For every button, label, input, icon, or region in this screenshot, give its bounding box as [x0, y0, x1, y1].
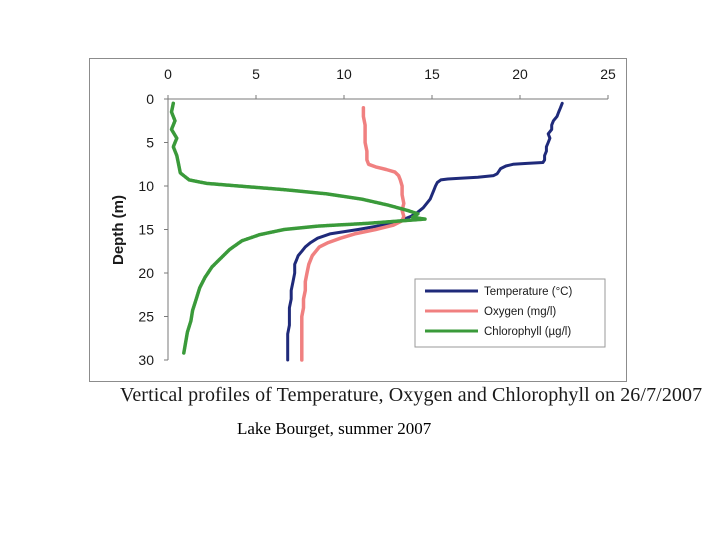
- series-line-3: [169, 101, 427, 355]
- y-tick-label: 25: [138, 309, 154, 325]
- y-axis-title: Depth (m): [110, 195, 127, 265]
- x-tick-label: 0: [164, 66, 172, 82]
- x-tick-label: 15: [424, 66, 440, 82]
- chart-subtitle: Lake Bourget, summer 2007: [237, 419, 432, 438]
- x-tick-label: 5: [252, 66, 260, 82]
- axes-layer: 0 5 10 15 20 25 0 5 10 15 20 25 30 Depth (m): [110, 66, 616, 368]
- chart-caption: Vertical profiles of Temperature, Oxygen…: [120, 384, 703, 406]
- y-tick-label: 0: [146, 91, 154, 107]
- y-tick-label: 30: [138, 352, 154, 368]
- series-line-1: [286, 101, 564, 362]
- y-tick-label: 10: [138, 178, 154, 194]
- series-layer: [169, 101, 564, 362]
- y-tick-label: 15: [138, 222, 154, 238]
- legend-label-2: Oxygen (mg/l): [484, 306, 556, 318]
- legend-label-3: Chlorophyll (µg/l): [484, 326, 571, 338]
- x-tick-label: 10: [336, 66, 352, 82]
- y-tick-label: 5: [146, 135, 154, 151]
- x-tick-label: 20: [512, 66, 528, 82]
- y-tick-label: 20: [138, 265, 154, 281]
- x-tick-label: 25: [600, 66, 616, 82]
- series-line-2: [300, 105, 406, 362]
- legend: Temperature (°C) Oxygen (mg/l) Chlorophyll…: [414, 278, 606, 348]
- legend-label-1: Temperature (°C): [484, 286, 572, 298]
